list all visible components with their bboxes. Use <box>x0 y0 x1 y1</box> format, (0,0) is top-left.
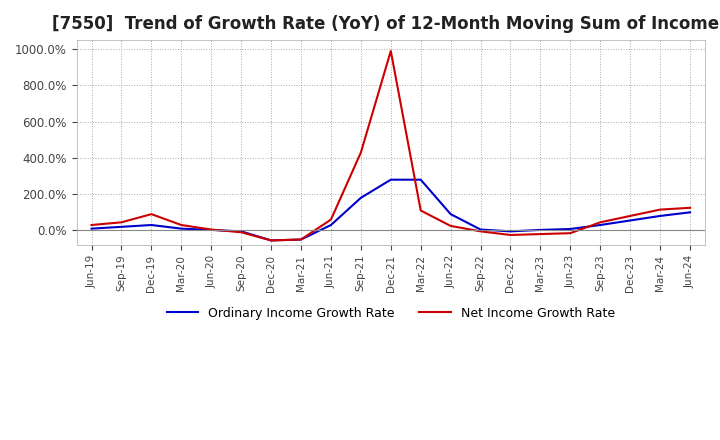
Net Income Growth Rate <box>656 207 665 212</box>
Ordinary Income Growth Rate <box>207 227 215 233</box>
Net Income Growth Rate <box>387 48 395 54</box>
Net Income Growth Rate <box>356 150 365 155</box>
Net Income Growth Rate <box>87 222 96 227</box>
Net Income Growth Rate <box>147 212 156 217</box>
Ordinary Income Growth Rate <box>117 224 126 230</box>
Ordinary Income Growth Rate <box>536 227 545 233</box>
Ordinary Income Growth Rate <box>476 227 485 232</box>
Ordinary Income Growth Rate <box>596 222 605 227</box>
Net Income Growth Rate <box>476 229 485 234</box>
Ordinary Income Growth Rate <box>237 229 246 234</box>
Net Income Growth Rate <box>267 238 276 243</box>
Ordinary Income Growth Rate <box>267 238 276 243</box>
Net Income Growth Rate <box>685 205 694 210</box>
Ordinary Income Growth Rate <box>656 213 665 219</box>
Net Income Growth Rate <box>626 213 634 219</box>
Ordinary Income Growth Rate <box>356 195 365 201</box>
Title: [7550]  Trend of Growth Rate (YoY) of 12-Month Moving Sum of Incomes: [7550] Trend of Growth Rate (YoY) of 12-… <box>53 15 720 33</box>
Ordinary Income Growth Rate <box>566 226 575 231</box>
Ordinary Income Growth Rate <box>297 237 305 242</box>
Net Income Growth Rate <box>297 237 305 242</box>
Ordinary Income Growth Rate <box>387 177 395 182</box>
Net Income Growth Rate <box>566 231 575 236</box>
Line: Ordinary Income Growth Rate: Ordinary Income Growth Rate <box>91 180 690 240</box>
Net Income Growth Rate <box>177 222 186 227</box>
Ordinary Income Growth Rate <box>446 212 455 217</box>
Ordinary Income Growth Rate <box>416 177 425 182</box>
Net Income Growth Rate <box>327 217 336 222</box>
Net Income Growth Rate <box>596 220 605 225</box>
Ordinary Income Growth Rate <box>147 222 156 227</box>
Ordinary Income Growth Rate <box>626 218 634 223</box>
Ordinary Income Growth Rate <box>506 229 515 234</box>
Legend: Ordinary Income Growth Rate, Net Income Growth Rate: Ordinary Income Growth Rate, Net Income … <box>162 302 620 325</box>
Ordinary Income Growth Rate <box>327 222 336 227</box>
Net Income Growth Rate <box>536 231 545 237</box>
Line: Net Income Growth Rate: Net Income Growth Rate <box>91 51 690 240</box>
Net Income Growth Rate <box>237 230 246 235</box>
Net Income Growth Rate <box>117 220 126 225</box>
Ordinary Income Growth Rate <box>177 226 186 231</box>
Net Income Growth Rate <box>416 208 425 213</box>
Net Income Growth Rate <box>506 232 515 238</box>
Net Income Growth Rate <box>207 227 215 232</box>
Ordinary Income Growth Rate <box>685 210 694 215</box>
Ordinary Income Growth Rate <box>87 226 96 231</box>
Net Income Growth Rate <box>446 223 455 228</box>
